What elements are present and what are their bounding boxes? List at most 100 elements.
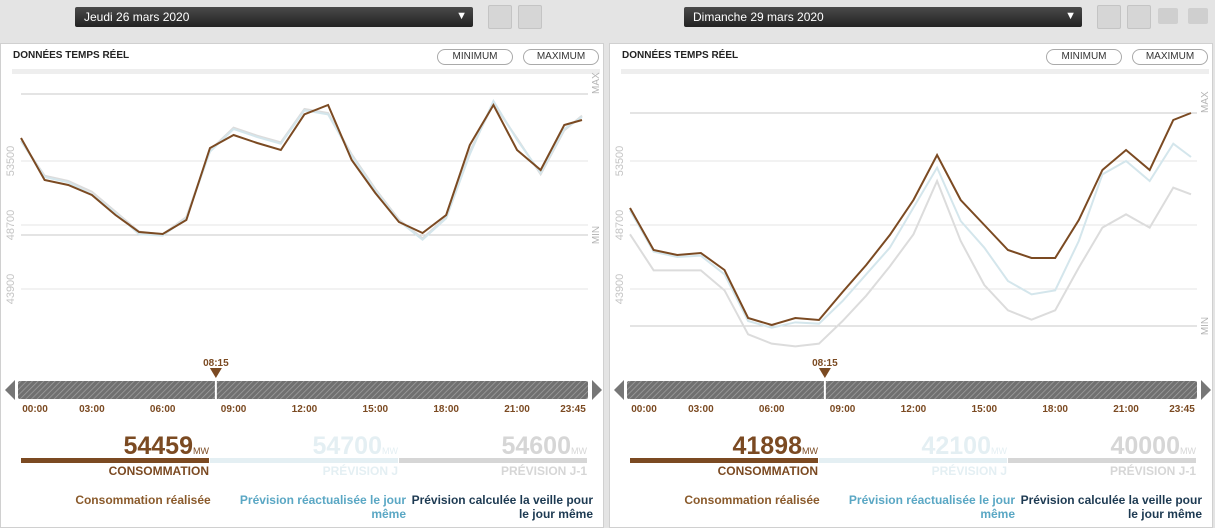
series-line (629, 112, 1192, 327)
series-line (20, 101, 583, 240)
x-tick-label: 12:00 (901, 404, 927, 415)
x-tick-label: 06:00 (759, 404, 785, 415)
summary-value: 54459 (123, 432, 193, 460)
panel-title: DONNÉES TEMPS RÉEL (13, 50, 130, 61)
chart: 43900 48700 53500 MAX MIN 08:15 00:00 03:00 06:0… (614, 91, 1211, 415)
summary-unit: MW (1180, 446, 1196, 456)
min-label: MIN (591, 226, 602, 244)
summary-item: 54700MW PRÉVISION J (210, 432, 398, 482)
title-underline (12, 69, 600, 74)
x-tick-label: 15:00 (972, 404, 998, 415)
chart: 43900 48700 53500 MAX MIN 08:15 00:00 03:00 06:0… (5, 72, 602, 415)
x-tick-label: 18:00 (1042, 404, 1068, 415)
summary-unit: MW (382, 446, 398, 456)
range-button[interactable]: MINIMUM (437, 49, 513, 65)
x-tick-label: 18:00 (433, 404, 459, 415)
dropdown-arrow: ▼ (456, 10, 467, 22)
slider-left-arrow (5, 380, 15, 400)
summary-unit: MW (571, 446, 587, 456)
legend-item: Prévision calculée la veille pour le jou… (1020, 493, 1202, 521)
calendar-icon[interactable] (488, 5, 512, 29)
date-dropdown[interactable]: Dimanche 29 mars 2020 ▼ (684, 7, 1082, 27)
x-tick-label: 21:00 (1113, 404, 1139, 415)
summary-bar (21, 458, 209, 463)
series-line (20, 102, 583, 236)
x-tick-label: 15:00 (363, 404, 389, 415)
panel: DONNÉES TEMPS RÉEL MINIMUM MAXIMUM (609, 43, 1213, 528)
summary-bar (210, 458, 398, 463)
cursor-label: 08:15 (203, 358, 229, 369)
summary-value-row: 41898MW (732, 432, 818, 461)
legend-item: Consommation réalisée (684, 493, 820, 507)
cursor-marker (209, 368, 222, 378)
summary-unit: MW (991, 446, 1007, 456)
y-tick-label: 48700 (5, 210, 17, 241)
summary-bar (819, 458, 1007, 463)
summary-label: PRÉVISION J-1 (1109, 464, 1196, 478)
summary-bar (399, 458, 587, 463)
time-slider (18, 381, 588, 399)
summary-item: 54600MW PRÉVISION J-1 (399, 432, 587, 482)
date-text: Dimanche 29 mars 2020 (693, 10, 824, 24)
summary-bar (1008, 458, 1196, 463)
y-tick-label: 43900 (614, 274, 626, 305)
min-label: MIN (1200, 317, 1211, 335)
summary-label: PRÉVISION J-1 (500, 464, 587, 478)
summary-value: 42100 (921, 432, 991, 460)
date-dropdown[interactable]: Jeudi 26 mars 2020 ▼ (75, 7, 473, 27)
series-line (20, 98, 583, 241)
legend-item: Prévision réactualisée le jour même (239, 493, 406, 521)
summary-bar (630, 458, 818, 463)
x-tick-label: 06:00 (150, 404, 176, 415)
cursor-label: 08:15 (812, 358, 838, 369)
x-tick-label: 23:45 (1169, 404, 1195, 415)
range-button[interactable]: MAXIMUM (523, 49, 599, 65)
legend-item: Consommation réalisée (75, 493, 211, 507)
calendar-icon[interactable] (1097, 5, 1121, 29)
y-tick-label: 53500 (614, 146, 626, 177)
y-tick-label: 43900 (5, 274, 17, 305)
summary-item: 42100MW PRÉVISION J (819, 432, 1007, 482)
x-tick-label: 00:00 (22, 404, 48, 415)
x-tick-label: 03:00 (688, 404, 714, 415)
series-line (629, 142, 1192, 329)
x-tick-label: 23:45 (560, 404, 586, 415)
summary-item: 40000MW PRÉVISION J-1 (1008, 432, 1196, 482)
summary-value: 41898 (732, 432, 802, 460)
range-button[interactable]: MAXIMUM (1132, 49, 1208, 65)
summary-item: 54459MW CONSOMMATION (21, 432, 209, 482)
summary-label: PRÉVISION J (931, 464, 1007, 478)
date-text: Jeudi 26 mars 2020 (84, 10, 190, 24)
summary-label: CONSOMMATION (717, 464, 818, 478)
time-slider (627, 381, 1197, 399)
slider-left-arrow (614, 380, 624, 400)
summary-value-row: 54700MW (312, 432, 398, 461)
slider-right-arrow (1201, 380, 1211, 400)
summary-value-row: 40000MW (1110, 432, 1196, 461)
summary-unit: MW (193, 446, 209, 456)
range-button[interactable]: MINIMUM (1046, 49, 1122, 65)
summary-value-row: 54459MW (123, 432, 209, 461)
summary-value: 54600 (501, 432, 571, 460)
summary-value-row: 54600MW (501, 432, 587, 461)
title-underline (621, 69, 1209, 74)
slider-right-arrow (592, 380, 602, 400)
summary-item: 41898MW CONSOMMATION (630, 432, 818, 482)
max-label: MAX (1200, 91, 1211, 113)
x-tick-label: 03:00 (79, 404, 105, 415)
tool-icon[interactable] (1188, 8, 1208, 24)
summary-value: 40000 (1110, 432, 1180, 460)
max-label: MAX (591, 72, 602, 94)
summary-label: PRÉVISION J (322, 464, 398, 478)
summary-unit: MW (802, 446, 818, 456)
y-tick-label: 53500 (5, 146, 17, 177)
summary-value-row: 42100MW (921, 432, 1007, 461)
legend-item: Prévision calculée la veille pour le jou… (411, 493, 593, 521)
calendar-icon[interactable] (518, 5, 542, 29)
x-tick-label: 09:00 (830, 404, 856, 415)
calendar-icon[interactable] (1127, 5, 1151, 29)
x-tick-label: 09:00 (221, 404, 247, 415)
tool-icon[interactable] (1158, 8, 1178, 24)
series-line (629, 178, 1192, 348)
